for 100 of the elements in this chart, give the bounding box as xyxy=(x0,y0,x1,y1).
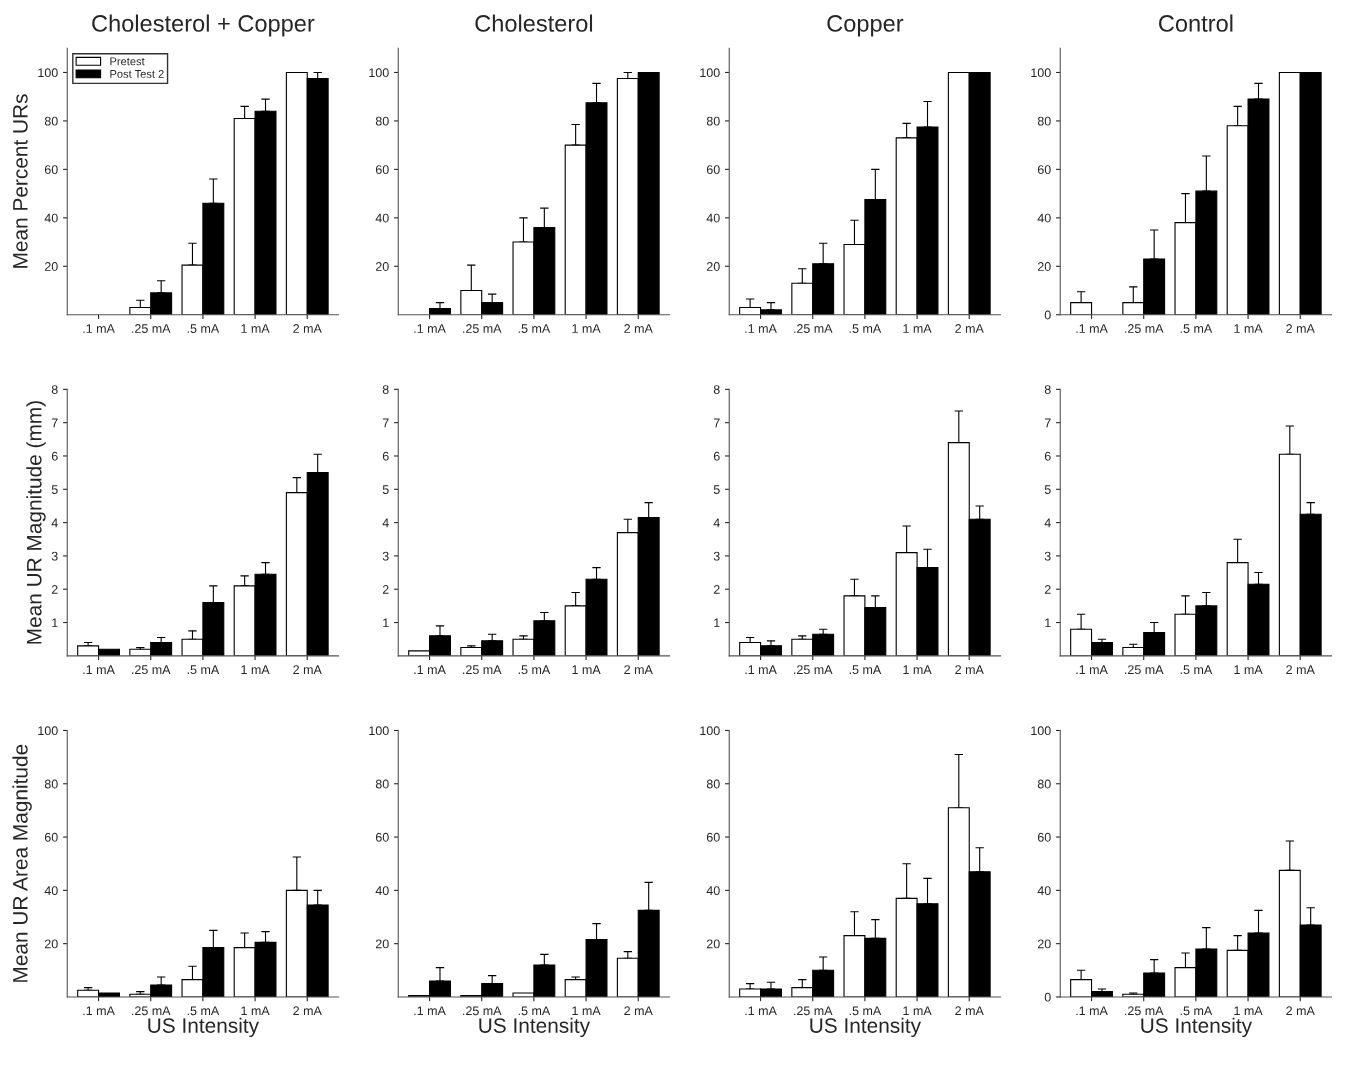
x-tick-label: 2 mA xyxy=(624,1006,653,1016)
x-tick-label: 1 mA xyxy=(1234,1006,1263,1016)
x-tick-label: 2 mA xyxy=(955,665,984,674)
y-tick-label: 80 xyxy=(1037,116,1051,126)
y-tick-label: 5 xyxy=(382,485,389,494)
x-tick-label: .1 mA xyxy=(1076,665,1108,674)
x-tick-label: .25 mA xyxy=(1125,324,1164,333)
chart-title: Copper xyxy=(827,15,904,37)
x-tick-label: .25 mA xyxy=(794,324,833,333)
y-tick-label: 60 xyxy=(1037,165,1051,175)
x-tick-label: .5 mA xyxy=(849,1006,882,1016)
y-tick-label: 1 xyxy=(1045,618,1051,628)
x-tick-label: .1 mA xyxy=(745,324,777,333)
x-tick-label: .5 mA xyxy=(518,1006,551,1016)
y-tick-label: 20 xyxy=(375,939,389,949)
y-tick-label: 20 xyxy=(44,939,58,949)
y-tick-label: 40 xyxy=(706,886,720,896)
x-tick-label: 2 mA xyxy=(293,1006,322,1016)
x-tick-label: .1 mA xyxy=(745,665,777,674)
x-tick-label: .5 mA xyxy=(849,665,882,675)
y-tick-label: 100 xyxy=(38,68,58,78)
y-tick-label: 40 xyxy=(706,213,720,223)
x-tick-label: .1 mA xyxy=(83,1006,115,1016)
y-tick-label: 40 xyxy=(44,213,58,223)
x-tick-label: .5 mA xyxy=(1180,324,1213,333)
x-tick-label: 1 mA xyxy=(572,665,601,674)
y-tick-label: 80 xyxy=(44,116,58,126)
y-tick-label: 7 xyxy=(382,418,389,428)
y-tick-label: 0 xyxy=(1044,992,1051,1002)
y-tick-label: 60 xyxy=(375,165,389,175)
x-tick-label: .1 mA xyxy=(414,324,446,333)
y-tick-label: 100 xyxy=(38,726,58,736)
y-tick-label: 80 xyxy=(44,779,58,789)
y-tick-label: 6 xyxy=(713,451,720,461)
x-tick-label: 2 mA xyxy=(1286,324,1315,333)
y-tick-label: 100 xyxy=(369,68,389,78)
x-tick-label: .5 mA xyxy=(187,324,220,333)
x-tick-label: .25 mA xyxy=(132,1006,171,1016)
chart-title: Cholesterol xyxy=(475,14,593,32)
y-tick-label: 2 xyxy=(51,585,58,594)
y-tick-label: 100 xyxy=(700,726,720,736)
y-tick-label: 80 xyxy=(375,116,389,126)
y-tick-label: 2 xyxy=(713,585,720,594)
y-tick-label: 3 xyxy=(382,551,389,561)
x-tick-label: .1 mA xyxy=(1076,1006,1108,1016)
y-tick-label: 80 xyxy=(706,116,720,126)
x-tick-label: .5 mA xyxy=(187,665,220,675)
y-tick-label: 1 xyxy=(714,618,720,628)
y-tick-label: 100 xyxy=(369,726,389,736)
y-tick-label: 7 xyxy=(713,418,720,428)
x-axis-title: US Intensity xyxy=(479,1017,591,1038)
x-tick-label: 1 mA xyxy=(572,1006,601,1016)
y-tick-label: 5 xyxy=(1044,485,1051,494)
legend-label: Post Test 2 xyxy=(110,70,164,78)
x-tick-label: 1 mA xyxy=(241,324,270,333)
y-tick-label: 20 xyxy=(1037,262,1051,271)
x-tick-label: 2 mA xyxy=(293,665,322,674)
y-tick-label: 8 xyxy=(713,385,720,395)
y-tick-label: 80 xyxy=(1037,779,1051,789)
y-tick-label: 40 xyxy=(1037,213,1051,223)
y-tick-label: 40 xyxy=(1037,886,1051,896)
x-tick-label: .5 mA xyxy=(1180,665,1213,675)
x-tick-label: .25 mA xyxy=(1125,1006,1164,1016)
x-tick-label: .5 mA xyxy=(849,324,882,333)
y-tick-label: 2 xyxy=(382,585,389,594)
y-tick-label: 5 xyxy=(51,485,58,494)
x-tick-label: .25 mA xyxy=(1125,665,1164,675)
x-tick-label: 2 mA xyxy=(955,324,984,333)
x-tick-label: .25 mA xyxy=(463,324,502,333)
y-axis-title: Mean UR Magnitude (mm) xyxy=(26,401,46,644)
x-tick-label: 1 mA xyxy=(241,665,270,674)
x-tick-label: .1 mA xyxy=(1076,324,1108,333)
x-tick-label: .5 mA xyxy=(518,324,551,333)
y-tick-label: 100 xyxy=(700,68,720,78)
chart-title: Control xyxy=(1159,14,1233,32)
x-tick-label: .1 mA xyxy=(83,324,115,333)
y-tick-label: 2 xyxy=(1044,585,1051,594)
x-tick-label: .5 mA xyxy=(187,1006,220,1016)
y-tick-label: 4 xyxy=(382,518,389,528)
y-tick-label: 5 xyxy=(713,485,720,494)
x-tick-label: .25 mA xyxy=(794,1006,833,1016)
x-tick-label: .5 mA xyxy=(518,665,551,675)
x-tick-label: 2 mA xyxy=(1286,665,1315,674)
y-tick-label: 20 xyxy=(44,262,58,271)
y-tick-label: 4 xyxy=(713,518,720,528)
y-tick-label: 20 xyxy=(1037,939,1051,949)
y-tick-label: 6 xyxy=(1044,451,1051,461)
y-tick-label: 60 xyxy=(706,832,720,842)
y-tick-label: 8 xyxy=(51,385,58,395)
chart-title: Cholesterol + Copper xyxy=(92,14,315,37)
y-tick-label: 6 xyxy=(382,451,389,461)
x-tick-label: .25 mA xyxy=(132,324,171,333)
x-axis-title: US Intensity xyxy=(810,1017,922,1038)
x-tick-label: .1 mA xyxy=(414,1006,446,1016)
y-tick-label: 7 xyxy=(51,418,58,428)
x-tick-label: .25 mA xyxy=(132,665,171,675)
y-tick-label: 8 xyxy=(1044,385,1051,395)
y-tick-label: 100 xyxy=(1031,726,1051,736)
y-tick-label: 1 xyxy=(52,618,58,628)
x-tick-label: .1 mA xyxy=(414,665,446,674)
